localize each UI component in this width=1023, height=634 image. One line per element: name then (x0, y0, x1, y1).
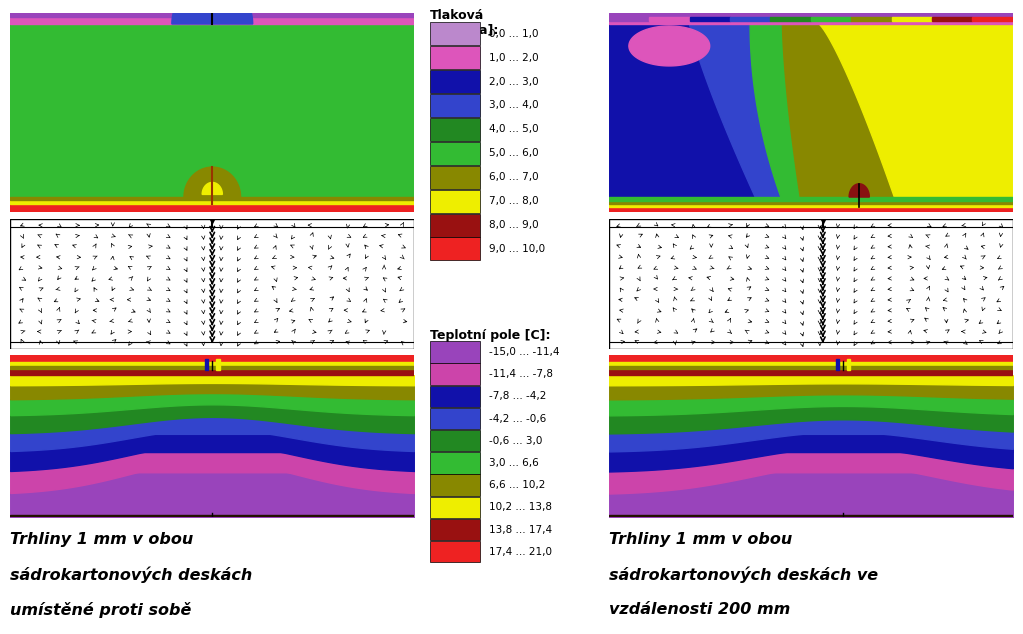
Text: Trhliny 1 mm v obou: Trhliny 1 mm v obou (609, 533, 792, 547)
Bar (430, 363, 480, 385)
Text: 17,4 ... 21,0: 17,4 ... 21,0 (489, 547, 551, 557)
Bar (609, 17, 1013, 24)
Bar (430, 474, 480, 496)
Text: vzdálenosti 200 mm: vzdálenosti 200 mm (609, 602, 790, 618)
Bar (609, 207, 1013, 212)
Bar (430, 46, 480, 69)
Bar (770, 17, 810, 21)
Polygon shape (629, 26, 710, 66)
Bar (690, 17, 729, 21)
Text: 0,0 ... 1,0: 0,0 ... 1,0 (489, 29, 538, 39)
Text: 13,8 ... 17,4: 13,8 ... 17,4 (489, 524, 551, 534)
Text: 5,0 ... 6,0: 5,0 ... 6,0 (489, 148, 538, 158)
Bar (430, 519, 480, 540)
Text: -11,4 ... -7,8: -11,4 ... -7,8 (489, 369, 552, 379)
Bar (430, 408, 480, 429)
Bar (430, 165, 480, 189)
Text: 4,0 ... 5,0: 4,0 ... 5,0 (489, 124, 538, 134)
Bar (609, 362, 1013, 366)
Polygon shape (184, 167, 240, 197)
Bar (609, 17, 649, 21)
Bar (891, 17, 932, 21)
Bar (972, 17, 1013, 21)
Bar (609, 201, 1013, 204)
Bar (430, 385, 480, 407)
Bar (430, 118, 480, 141)
Text: Trhliny 1 mm v obou: Trhliny 1 mm v obou (10, 533, 193, 547)
Text: sádrokartonových deskách ve: sádrokartonových deskách ve (609, 566, 878, 583)
Bar (10, 13, 414, 17)
Bar (10, 13, 414, 24)
Bar (847, 359, 850, 370)
Polygon shape (849, 184, 870, 197)
Bar (10, 362, 414, 366)
Bar (851, 17, 891, 21)
Bar (430, 238, 480, 261)
Text: 10,2 ... 13,8: 10,2 ... 13,8 (489, 502, 551, 512)
Bar (10, 355, 414, 367)
Polygon shape (203, 183, 222, 195)
Polygon shape (690, 24, 787, 212)
Polygon shape (750, 24, 803, 212)
Text: Teplotní pole [C]:: Teplotní pole [C]: (430, 330, 550, 342)
Text: 3,0 ... 4,0: 3,0 ... 4,0 (489, 100, 538, 110)
Bar (609, 355, 1013, 362)
Bar (810, 17, 851, 21)
Bar (609, 13, 1013, 17)
Bar (430, 70, 480, 93)
Text: 2,0 ... 3,0: 2,0 ... 3,0 (489, 77, 538, 86)
Bar (10, 200, 414, 204)
Text: 8,0 ... 9,0: 8,0 ... 9,0 (489, 220, 538, 230)
Polygon shape (818, 24, 1013, 212)
Bar (609, 366, 1013, 369)
Polygon shape (783, 24, 899, 212)
Bar (10, 197, 414, 200)
Text: 7,0 ... 8,0: 7,0 ... 8,0 (489, 196, 538, 206)
Text: -7,8 ... -4,2: -7,8 ... -4,2 (489, 391, 546, 401)
Text: -15,0 ... -11,4: -15,0 ... -11,4 (489, 347, 560, 357)
Bar (609, 355, 1013, 367)
Text: 9,0 ... 10,0: 9,0 ... 10,0 (489, 244, 545, 254)
Bar (430, 341, 480, 363)
Bar (609, 515, 1013, 517)
Text: 6,0 ... 7,0: 6,0 ... 7,0 (489, 172, 538, 182)
Bar (10, 355, 414, 362)
Bar (609, 367, 1013, 375)
Bar (649, 17, 690, 21)
Bar (729, 17, 770, 21)
Bar (205, 359, 209, 370)
Bar (430, 541, 480, 562)
Polygon shape (172, 0, 253, 24)
Bar (430, 190, 480, 212)
Bar (430, 142, 480, 165)
Bar (430, 452, 480, 474)
Bar (430, 496, 480, 518)
Text: 1,0 ... 2,0: 1,0 ... 2,0 (489, 53, 538, 63)
Text: sádrokartonových deskách: sádrokartonových deskách (10, 566, 253, 583)
Bar (836, 359, 839, 370)
Bar (10, 515, 414, 517)
Text: -4,2 ... -0,6: -4,2 ... -0,6 (489, 413, 546, 424)
Polygon shape (609, 24, 762, 212)
Text: 3,0 ... 6,6: 3,0 ... 6,6 (489, 458, 538, 468)
Bar (430, 214, 480, 236)
Bar (609, 197, 1013, 201)
Bar (10, 366, 414, 369)
Text: -0,6 ... 3,0: -0,6 ... 3,0 (489, 436, 542, 446)
Bar (216, 359, 220, 370)
Bar (10, 367, 414, 375)
Bar (430, 430, 480, 451)
Text: Tlaková
pole [Pa]:: Tlaková pole [Pa]: (430, 10, 498, 37)
Bar (609, 204, 1013, 207)
Bar (430, 94, 480, 117)
Bar (932, 17, 972, 21)
Bar (430, 22, 480, 45)
Text: 6,6 ... 10,2: 6,6 ... 10,2 (489, 480, 545, 490)
Bar (10, 204, 414, 212)
Text: umístěné proti sobě: umístěné proti sobě (10, 602, 191, 618)
